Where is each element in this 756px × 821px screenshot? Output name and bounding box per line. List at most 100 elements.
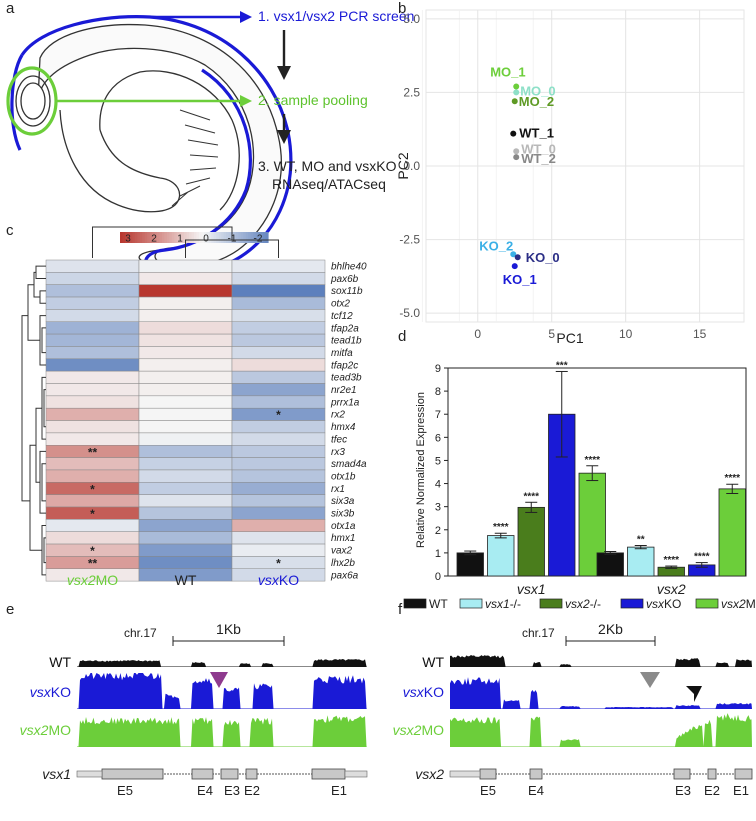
significance-stars: **** (724, 473, 740, 484)
exon-box (673, 768, 691, 780)
data-point (513, 154, 520, 161)
data-point (513, 89, 520, 96)
legend-gradient-segment (134, 232, 138, 243)
legend-gradient-segment (159, 232, 163, 243)
point-label: MO_0 (520, 83, 555, 98)
exon-label: E1 (733, 783, 749, 798)
exon-box (734, 768, 753, 780)
x-tick-label: 15 (693, 327, 707, 341)
track-label: vsx2MO (393, 722, 444, 738)
y-tick-label: -2.5 (399, 233, 420, 247)
coverage-track (450, 713, 752, 747)
legend-gradient-segment (260, 232, 264, 243)
arrowhead-down-icon (640, 672, 660, 688)
legend-gradient-segment (243, 232, 247, 243)
exon-box (311, 768, 346, 780)
arrow-down-icon (277, 66, 291, 80)
bar (718, 488, 746, 577)
legend-gradient-segment (164, 232, 168, 243)
row-label: lhx2b (331, 558, 355, 569)
significance-star: * (90, 507, 95, 521)
legend-gradient-segment (248, 232, 252, 243)
exon-label: E5 (480, 783, 496, 798)
exon-label: E4 (197, 783, 213, 798)
row-dendrogram (29, 444, 42, 551)
exon-label: E1 (331, 783, 347, 798)
row-label: nr2e1 (331, 385, 357, 396)
step-1-text: 1. vsx1/vsx2 PCR screen (258, 8, 415, 24)
legend-gradient-segment (218, 232, 222, 243)
chromosome-label: chr.17 (522, 626, 555, 640)
coverage-track (77, 659, 367, 667)
row-label: prrx1a (330, 397, 360, 408)
y-tick-label: 6 (435, 432, 441, 444)
legend-gradient-segment (144, 232, 148, 243)
legend-swatch (695, 598, 719, 609)
coverage-track (77, 715, 367, 747)
y-axis-label: PC2 (395, 152, 411, 179)
exon-label: E3 (224, 783, 240, 798)
y-tick-label: 2.5 (403, 85, 420, 99)
data-point (511, 98, 518, 105)
embryo-drawing (15, 23, 282, 268)
row-label: tcf12 (331, 311, 353, 322)
legend-gradient-segment (196, 232, 200, 243)
legend-gradient-segment (216, 232, 220, 243)
significance-stars: **** (663, 555, 679, 566)
row-label: pax6b (330, 274, 359, 285)
x-tick-label: 10 (619, 327, 633, 341)
arrow-right-icon (240, 11, 252, 23)
legend-gradient-segment (189, 232, 193, 243)
exon-box (191, 768, 214, 780)
significance-stars: **** (493, 522, 509, 533)
data-point (510, 251, 517, 258)
y-axis-label: Relative Normalized Expression (415, 392, 427, 548)
scale-label: 1Kb (216, 621, 241, 637)
significance-stars: *** (556, 360, 568, 371)
significance-star: ** (88, 556, 98, 570)
legend-gradient-segment (122, 232, 126, 243)
track-label: vsxKO (403, 684, 444, 700)
column-label: WT (175, 572, 197, 588)
row-label: otx2 (331, 299, 350, 310)
legend-tick-label: 1 (177, 234, 183, 245)
x-axis-label: PC1 (556, 330, 583, 346)
coverage-track (450, 655, 752, 667)
legend-gradient-segment (176, 232, 180, 243)
row-label: rx1 (331, 484, 345, 495)
row-dendrogram (43, 537, 46, 564)
legend-label: vsxKO (646, 597, 681, 611)
row-label: tfec (331, 434, 347, 445)
group-label: vsx1 (517, 581, 546, 597)
data-point (513, 148, 520, 155)
row-label: bhlhe40 (331, 262, 367, 273)
significance-star: * (90, 544, 95, 558)
panel-letter-c: c (6, 222, 14, 239)
y-tick-label: 5 (435, 455, 441, 467)
legend-gradient-segment (238, 232, 242, 243)
legend-gradient-segment (265, 232, 269, 243)
point-label: KO_2 (479, 238, 513, 253)
legend-tick-label: 0 (203, 234, 209, 245)
row-label: hmx4 (331, 422, 356, 433)
step-3-subtext: RNAseq/ATACseq (272, 176, 386, 192)
legend-gradient-segment (263, 232, 267, 243)
legend-gradient-segment (245, 232, 249, 243)
row-label: hmx1 (331, 533, 355, 544)
exon-box (245, 768, 258, 780)
legend-gradient-segment (124, 232, 128, 243)
point-label: WT_2 (521, 151, 556, 166)
exon-label: E3 (675, 783, 691, 798)
row-label: tead3b (331, 373, 362, 384)
panel-letter-d: d (398, 328, 407, 345)
legend-gradient-segment (157, 232, 161, 243)
exon-label: E2 (244, 783, 260, 798)
significance-stars: **** (584, 455, 600, 466)
legend-gradient-segment (203, 232, 207, 243)
row-label: rx2 (331, 410, 345, 421)
x-tick-label: 0 (474, 327, 481, 341)
row-dendrogram (43, 389, 46, 428)
row-label: tfap2a (331, 323, 359, 334)
legend-gradient-segment (154, 232, 158, 243)
